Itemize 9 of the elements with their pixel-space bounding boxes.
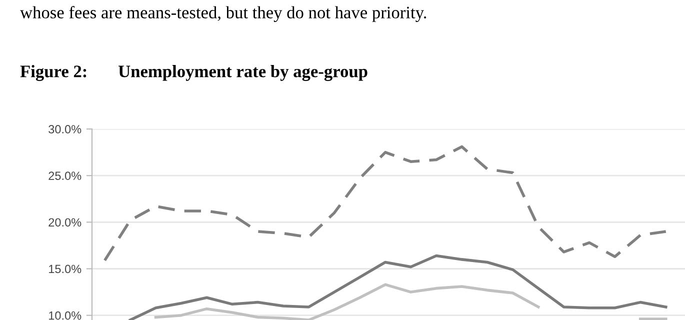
y-tick-label: 15.0% — [49, 264, 82, 274]
line-series — [103, 145, 668, 262]
chart-title: Figure 2: Unemployment rate by age-group — [20, 65, 368, 81]
y-tick-label: 10.0% — [49, 311, 82, 320]
y-tick-label: 30.0% — [48, 125, 82, 134]
y-tick-label: 25.0% — [48, 172, 82, 180]
y-tick-label: 20.0% — [48, 218, 82, 227]
text: whose fees are means-tested, but they do not have priority. — [20, 6, 426, 22]
line-series — [128, 254, 668, 320]
